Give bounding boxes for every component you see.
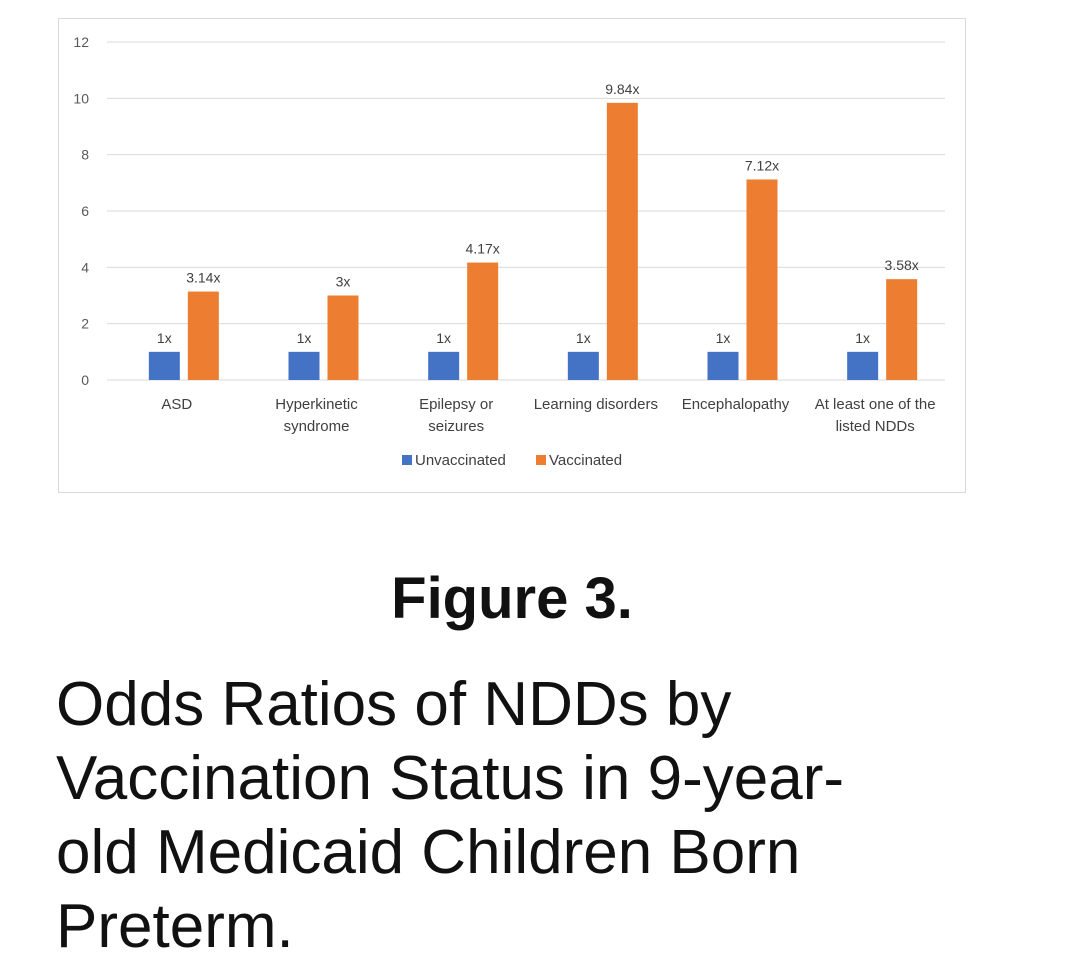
x-category-label: Epilepsy or (419, 396, 493, 413)
data-label: 3x (336, 274, 351, 290)
x-category-label: listed NDDs (836, 418, 915, 435)
y-tick-label: 8 (81, 147, 89, 163)
figure-caption: Odds Ratios of NDDs by Vaccination Statu… (56, 668, 956, 964)
caption-line: old Medicaid Children Born (56, 818, 801, 887)
y-tick-label: 0 (81, 372, 89, 388)
bar-vaccinated (327, 295, 359, 380)
x-category-label: ASD (161, 396, 192, 413)
y-tick-label: 4 (81, 259, 89, 275)
data-label: 1x (157, 330, 172, 346)
bar-vaccinated (746, 179, 778, 380)
data-label: 7.12x (745, 157, 779, 173)
data-label: 4.17x (466, 241, 500, 257)
data-label: 1x (297, 330, 312, 346)
bar-unvaccinated (567, 351, 599, 380)
legend-label: Unvaccinated (415, 452, 506, 469)
bar-unvaccinated (148, 351, 180, 380)
x-category-label: seizures (428, 418, 484, 435)
figure-label: Figure 3. (391, 566, 633, 631)
caption-line: Preterm. (56, 892, 294, 961)
legend-label: Vaccinated (549, 452, 622, 469)
bar-unvaccinated (707, 351, 739, 380)
bar-unvaccinated (428, 351, 460, 380)
data-label: 3.14x (186, 270, 220, 286)
y-tick-label: 10 (73, 90, 89, 106)
bar-chart: 0 2 4 6 8 10 12 1x 3.14x ASD 1x 3x Hyperkinetic syndr… (73, 34, 945, 469)
x-category-label: At least one of the (815, 396, 936, 413)
y-tick-label: 12 (73, 34, 89, 50)
y-tick-label: 6 (81, 203, 89, 219)
legend-swatch-vaccinated (536, 455, 546, 465)
bar-unvaccinated (288, 351, 320, 380)
bar-unvaccinated (847, 351, 879, 380)
bar-vaccinated (886, 279, 918, 380)
bar-vaccinated (187, 291, 219, 380)
caption-line: Odds Ratios of NDDs by (56, 670, 732, 739)
bar-vaccinated (467, 262, 499, 380)
x-category-label: Encephalopathy (682, 396, 790, 413)
x-category-label: Hyperkinetic (275, 396, 358, 413)
data-label: 1x (716, 330, 731, 346)
x-category-label: syndrome (284, 418, 350, 435)
bar-vaccinated (606, 102, 638, 380)
y-tick-label: 2 (81, 316, 89, 332)
x-category-label: Learning disorders (534, 396, 658, 413)
chart-frame: 0 2 4 6 8 10 12 1x 3.14x ASD 1x 3x Hyperkinetic syndr… (58, 18, 966, 493)
data-label: 1x (436, 330, 451, 346)
legend-swatch-unvaccinated (402, 455, 412, 465)
data-label: 1x (855, 330, 870, 346)
data-label: 9.84x (605, 81, 639, 97)
data-label: 1x (576, 330, 591, 346)
data-label: 3.58x (885, 257, 919, 273)
caption-line: Vaccination Status in 9-year- (56, 744, 845, 813)
